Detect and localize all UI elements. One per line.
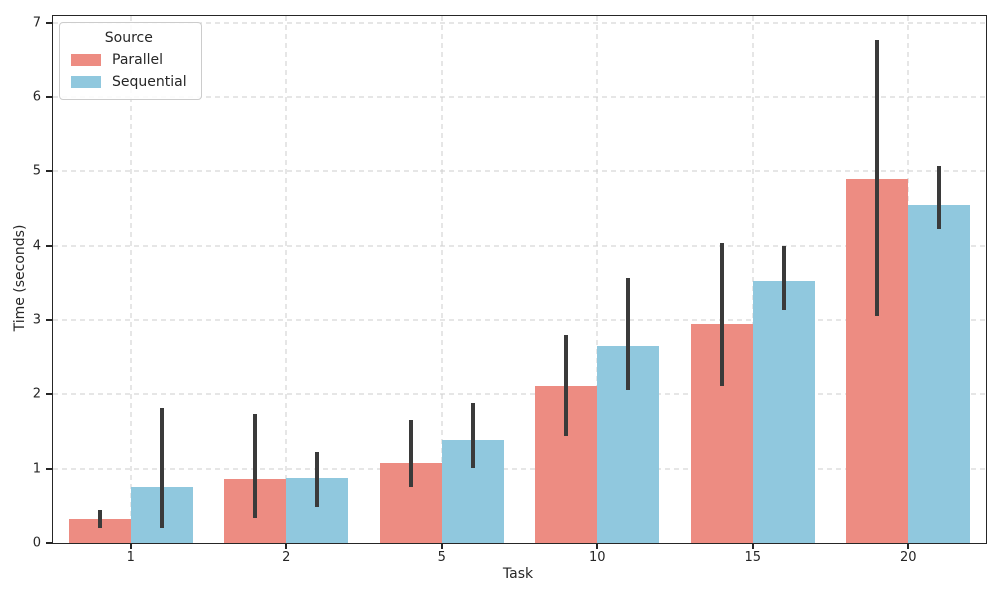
error-bar-parallel-task-15 <box>719 243 724 387</box>
legend-title: Source <box>104 30 153 46</box>
y-tick <box>46 170 52 173</box>
bar-sequential-task-20 <box>908 204 971 543</box>
error-bar-sequential-task-2 <box>315 452 320 507</box>
y-tick-label: 3 <box>32 312 41 328</box>
legend-label-sequential: Sequential <box>112 74 187 90</box>
error-bar-sequential-task-15 <box>781 246 786 311</box>
x-tick <box>129 543 132 549</box>
x-tick <box>285 543 288 549</box>
x-tick-label: 1 <box>126 550 135 565</box>
y-gridline <box>53 393 986 395</box>
x-tick <box>440 543 443 549</box>
legend-label-parallel: Parallel <box>112 52 164 68</box>
x-gridline <box>130 16 132 543</box>
x-gridline <box>752 16 754 543</box>
y-gridline <box>53 22 986 24</box>
error-bar-sequential-task-1 <box>159 407 164 529</box>
x-tick <box>596 543 599 549</box>
error-bar-parallel-task-2 <box>253 413 258 518</box>
error-bar-sequential-task-10 <box>626 278 631 390</box>
x-tick-label: 10 <box>588 550 606 565</box>
y-gridline <box>53 170 986 172</box>
legend: Source Parallel Sequential <box>59 22 202 100</box>
y-gridline <box>53 319 986 321</box>
y-gridline <box>53 96 986 98</box>
error-bar-parallel-task-20 <box>875 39 880 316</box>
y-tick <box>46 21 52 24</box>
y-tick <box>46 393 52 396</box>
y-tick-label: 2 <box>32 386 41 402</box>
x-gridline <box>285 16 287 543</box>
y-tick-label: 4 <box>32 238 41 254</box>
y-axis-label: Time (seconds) <box>12 224 28 332</box>
x-tick-label: 2 <box>282 550 291 565</box>
y-tick <box>46 467 52 470</box>
y-tick <box>46 542 52 544</box>
error-bar-sequential-task-5 <box>470 402 475 468</box>
x-axis-label: Task <box>502 566 534 582</box>
y-tick-label: 5 <box>32 163 41 179</box>
legend-item-sequential: Sequential <box>71 74 187 90</box>
error-bar-parallel-task-10 <box>564 334 569 436</box>
x-tick <box>751 543 754 549</box>
y-tick-label: 0 <box>32 535 41 551</box>
y-tick-label: 7 <box>32 15 41 31</box>
y-gridline <box>53 468 986 470</box>
legend-item-parallel: Parallel <box>71 52 187 68</box>
legend-swatch-sequential <box>71 76 101 88</box>
y-tick <box>46 244 52 247</box>
plot-area: 0 1 2 3 4 5 6 7 1 2 5 10 15 20 Source Parallel Sequen… <box>33 15 987 565</box>
x-gridline <box>441 16 443 543</box>
legend-swatch-parallel <box>71 54 101 66</box>
y-tick <box>46 96 52 99</box>
x-tick-label: 20 <box>899 550 917 565</box>
bar-parallel-task-1 <box>68 519 131 543</box>
x-tick-label: 15 <box>744 550 762 565</box>
y-tick <box>46 319 52 321</box>
y-tick-label: 6 <box>32 89 41 105</box>
y-tick-label: 1 <box>32 461 41 477</box>
y-gridline <box>53 245 986 247</box>
error-bar-sequential-task-20 <box>937 166 942 229</box>
x-tick-label: 5 <box>437 550 446 565</box>
error-bar-parallel-task-1 <box>97 510 102 529</box>
bar-sequential-task-15 <box>752 281 815 543</box>
x-gridline <box>596 16 598 543</box>
error-bar-parallel-task-5 <box>408 419 413 488</box>
x-tick <box>907 543 910 549</box>
